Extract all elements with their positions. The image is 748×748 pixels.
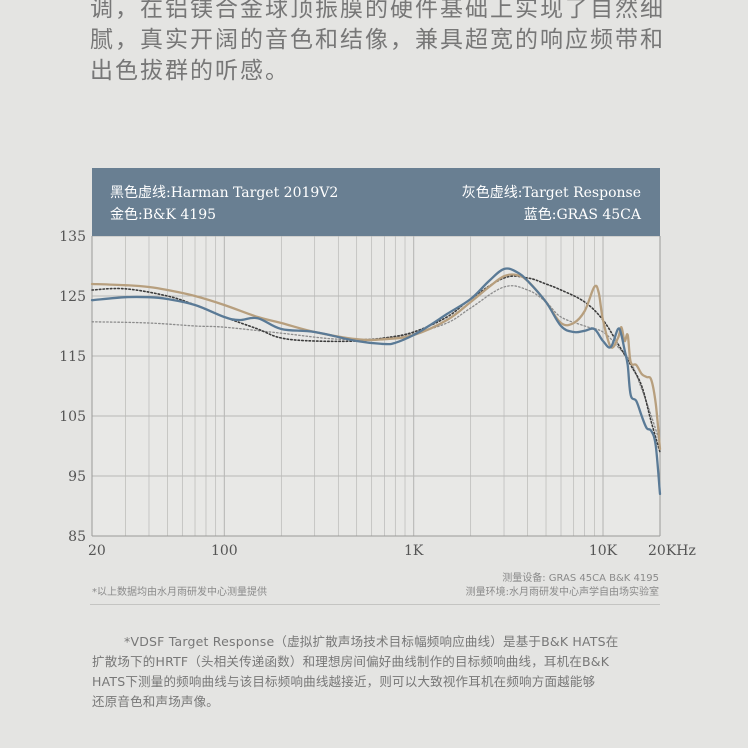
x-tick-label: 100 bbox=[211, 543, 238, 559]
legend-gray-dashed: 灰色虚线:Target Response bbox=[462, 184, 641, 201]
x-tick-label: 20KHz bbox=[648, 543, 696, 559]
intro-line: 调，在铝镁合金球顶振膜的硬件基础上实现了自然细 bbox=[90, 0, 665, 22]
series-line-gray-dashed bbox=[91, 285, 661, 444]
legend-band bbox=[92, 168, 660, 236]
legend-black-dashed: 黑色虚线:Harman Target 2019V2 bbox=[110, 184, 338, 201]
x-axis-ticks: 20 100 1K 10K 20KHz bbox=[88, 543, 696, 559]
footnote-left: *以上数据均由水月雨研发中心测量提供 bbox=[92, 587, 267, 598]
intro-text: 调，在铝镁合金球顶振膜的硬件基础上实现了自然细 腻，真实开阔的音色和结像，兼具超… bbox=[90, 0, 690, 87]
y-tick-label: 95 bbox=[68, 469, 86, 485]
divider bbox=[90, 604, 660, 605]
x-tick-label: 1K bbox=[404, 543, 424, 559]
x-tick-label: 10K bbox=[589, 543, 618, 559]
y-tick-label: 115 bbox=[59, 349, 86, 365]
y-tick-label: 85 bbox=[68, 529, 86, 545]
y-tick-label: 105 bbox=[59, 409, 86, 425]
note-line: 还原音色和声场声像。 bbox=[92, 694, 220, 709]
y-axis-ticks: 135 125 115 105 95 85 bbox=[59, 229, 86, 545]
y-tick-label: 135 bbox=[59, 229, 86, 245]
intro-line: 出色拔群的听感。 bbox=[90, 58, 290, 84]
x-tick-label: 20 bbox=[88, 543, 106, 559]
plot-background bbox=[92, 236, 660, 536]
footnote-environment: 测量环境:水月雨研发中心声学自由场实验室 bbox=[465, 587, 659, 598]
intro-line: 腻，真实开阔的音色和结像，兼具超宽的响应频带和 bbox=[90, 27, 665, 53]
series-line-blue bbox=[90, 267, 662, 496]
legend-gold: 金色:B&K 4195 bbox=[110, 206, 216, 223]
note-line: *VDSF Target Response（虚拟扩散声场技术目标幅频响应曲线）是… bbox=[124, 634, 619, 649]
y-tick-label: 125 bbox=[59, 289, 86, 305]
note-line: 扩散场下的HRTF（头相关传递函数）和理想房间偏好曲线制作的目标频响曲线，耳机在… bbox=[92, 654, 610, 669]
footnote-equipment: 测量设备: GRAS 45CA B&K 4195 bbox=[502, 573, 659, 584]
curves bbox=[90, 267, 662, 496]
note-line: HATS下测量的频响曲线与该目标频响曲线越接近，则可以大致视作耳机在频响方面越能… bbox=[92, 674, 596, 689]
vdsf-note: *VDSF Target Response（虚拟扩散声场技术目标幅频响应曲线）是… bbox=[92, 632, 662, 712]
grid bbox=[91, 235, 661, 537]
frequency-response-chart: 黑色虚线:Harman Target 2019V2 金色:B&K 4195 灰色… bbox=[59, 168, 696, 559]
legend-blue: 蓝色:GRAS 45CA bbox=[524, 206, 642, 223]
